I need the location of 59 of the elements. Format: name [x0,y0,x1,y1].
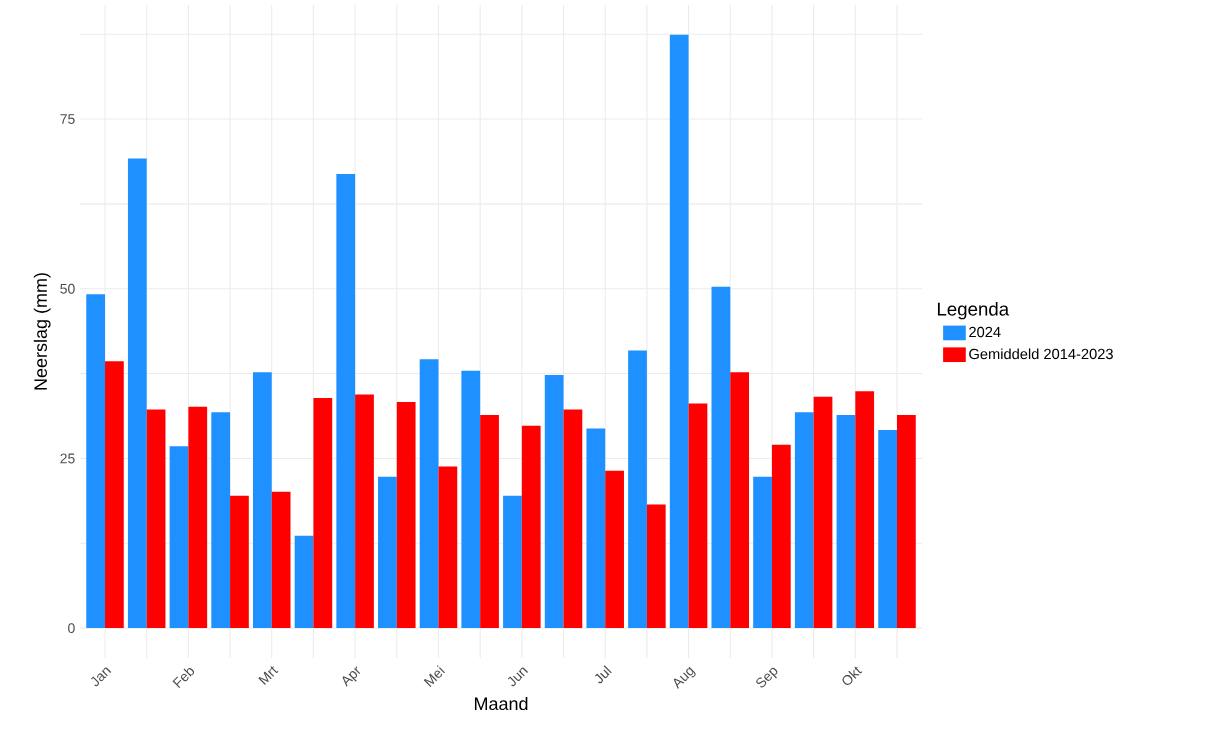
bar [503,495,522,629]
bar [605,470,624,629]
bar [461,370,481,629]
x-tick-label: Jun [507,667,529,687]
bar [753,476,772,629]
legend-label: 2024 [969,326,1001,338]
bar [438,466,458,629]
bar [669,34,689,629]
x-tick-label: Aug [673,666,696,690]
x-tick-label: Jan [91,667,112,687]
bar [252,372,272,629]
x-tick-label: Mei [423,665,445,687]
bar [586,428,606,629]
bar [544,374,564,629]
legend-label: Gemiddeld 2014-2023 [969,348,1113,360]
x-tick-label: Mrt [258,666,279,685]
bar [771,444,791,629]
bar [813,396,833,629]
x-tick-label: Okt [842,666,863,686]
bar [711,286,731,629]
bar [313,398,333,629]
bar [419,359,439,629]
bar [336,174,356,629]
x-tick-label: Sep [756,667,778,688]
y-tick-label: 50 [60,283,75,294]
bar [396,402,416,629]
bar [86,294,106,629]
bar [563,409,583,629]
x-axis-title: Maand [474,696,528,711]
y-tick-label: 0 [68,623,75,634]
bar [836,414,856,629]
y-tick-label: 75 [60,114,75,124]
bar [855,391,875,629]
bar [230,495,249,629]
bar [628,350,647,629]
bar [646,504,666,629]
bar [146,409,166,629]
bar [794,412,814,629]
bar [188,406,208,629]
y-axis-title: Neerslag (mm) [33,273,51,390]
legend-title: Legenda [937,301,1010,320]
bar [688,403,708,629]
x-tick-label: Apr [342,666,361,687]
bar [355,394,374,629]
bar [480,414,499,629]
bar [294,535,314,629]
bar [105,361,124,629]
bar [897,414,916,629]
bar [730,372,750,629]
bar [878,429,897,629]
bar [211,412,231,629]
x-tick-label: Feb [172,668,195,689]
bar [169,446,189,629]
bar [127,158,147,629]
x-tick-label: Jul [594,665,612,684]
y-tick-label: 25 [60,453,75,464]
bar [378,476,397,629]
bar [271,491,291,629]
bar [521,425,541,629]
